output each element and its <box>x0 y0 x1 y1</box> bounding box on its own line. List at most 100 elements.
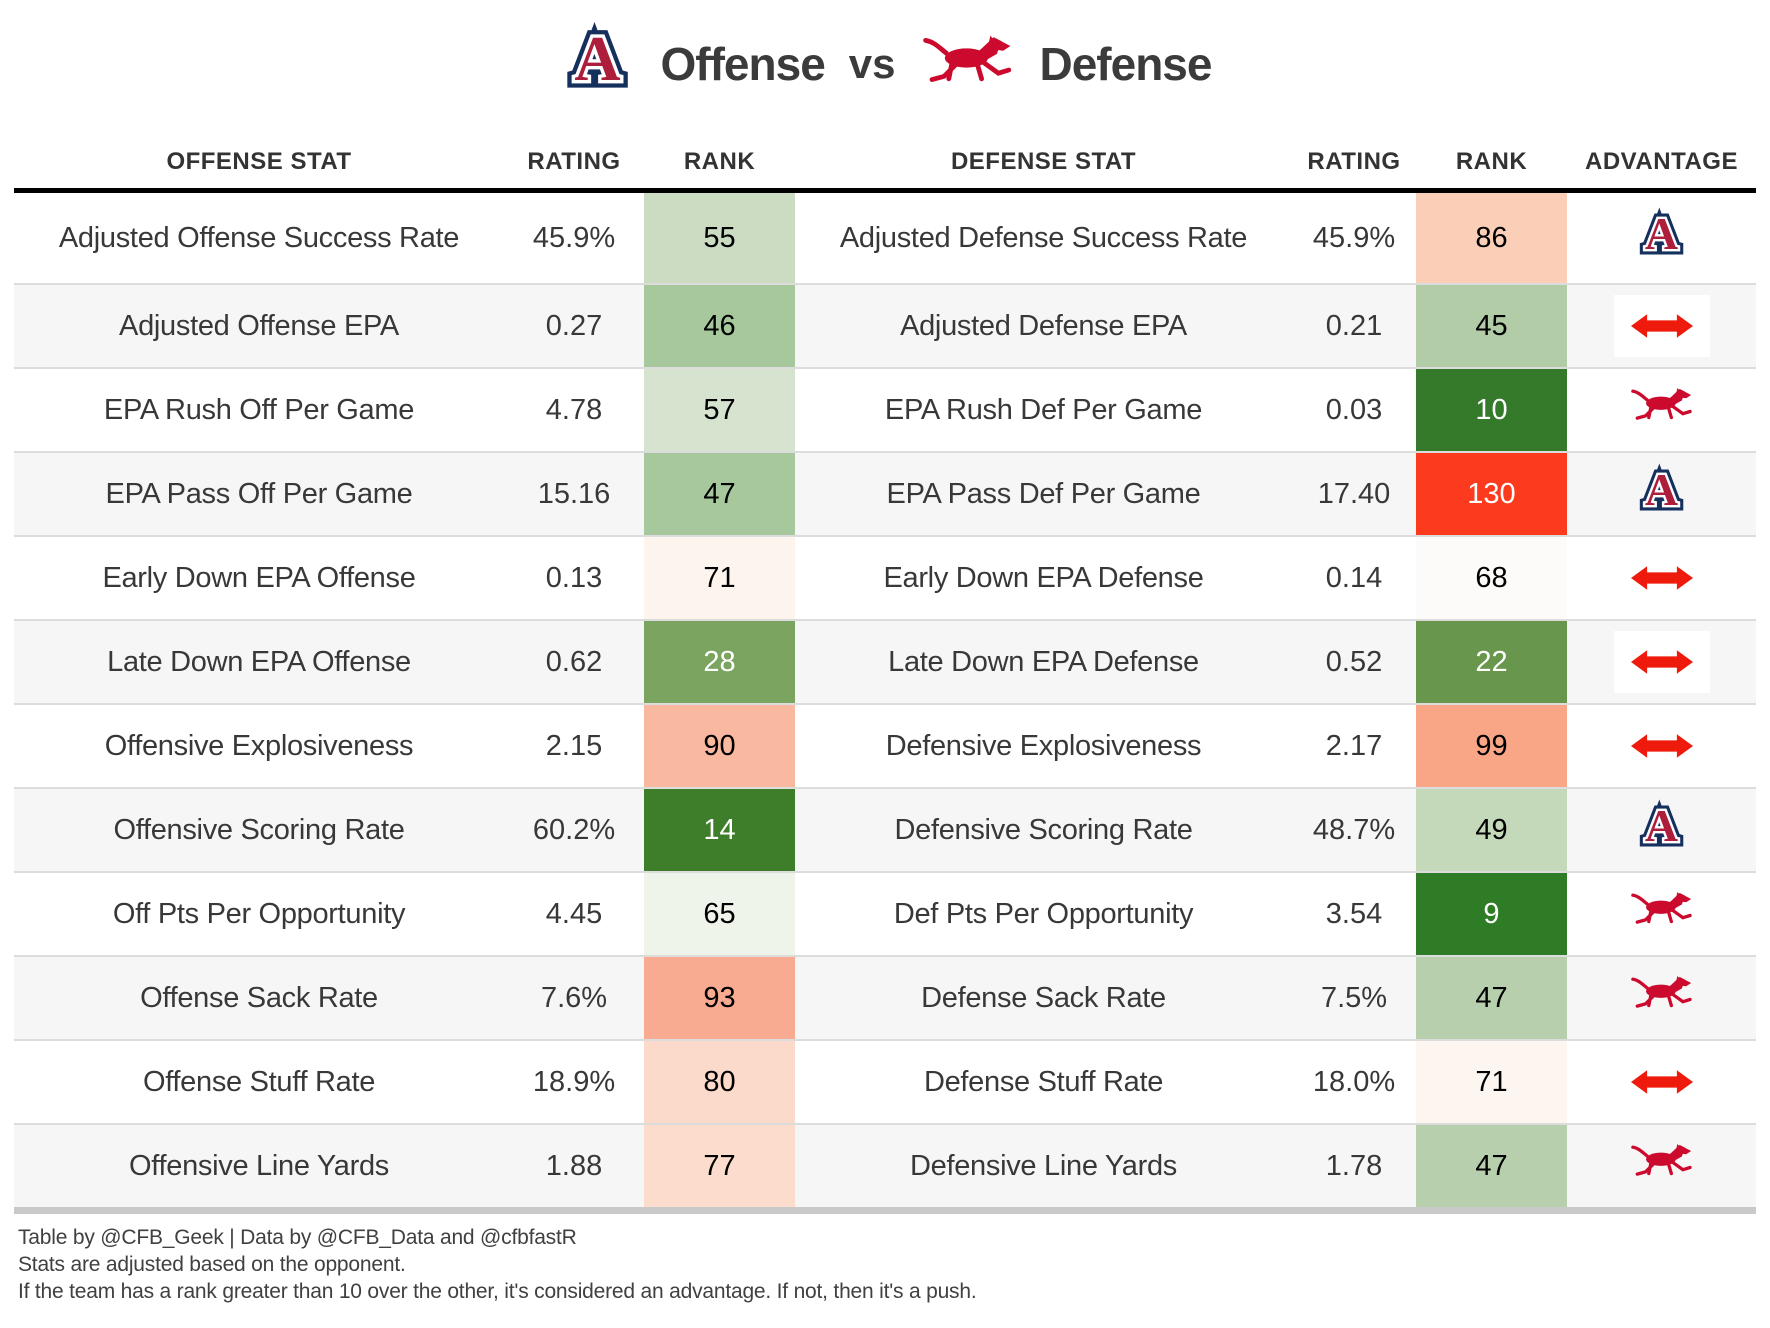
defense-rating-cell: 1.78 <box>1292 1125 1416 1207</box>
defense-rating-cell-text: 3.54 <box>1325 897 1383 930</box>
advantage-cell <box>1567 1041 1756 1123</box>
column-header-defense-stat: DEFENSE STAT <box>950 148 1137 175</box>
offense-rating-cell: 0.13 <box>504 537 644 619</box>
defense-rating-cell-text: 1.78 <box>1325 1149 1383 1182</box>
arizona-logo: A A A <box>1639 458 1683 520</box>
offense-rank-cell: 55 <box>644 193 795 283</box>
defense-rating-cell-text: 0.21 <box>1325 309 1383 342</box>
defense-stat-cell: Adjusted Defense EPA <box>795 285 1292 367</box>
offense-stat-cell: Early Down EPA Offense <box>14 537 504 619</box>
footer-notes: Table by @CFB_Geek | Data by @CFB_Data a… <box>18 1224 1770 1305</box>
title-defense-label: Defense <box>1039 38 1213 90</box>
defense-stat-cell-text: Defensive Explosiveness <box>885 729 1202 762</box>
offense-stat-cell-text: Offensive Line Yards <box>129 1149 389 1182</box>
advantage-cell <box>1567 285 1756 367</box>
offense-stat-cell-text: EPA Pass Off Per Game <box>105 477 413 510</box>
push-arrow-chip <box>1613 715 1710 777</box>
offense-stat-cell: Offense Stuff Rate <box>14 1041 504 1123</box>
defense-rating-cell: 0.14 <box>1292 537 1416 619</box>
advantage-cell <box>1567 1125 1756 1207</box>
offense-rating-cell-text: 1.88 <box>545 1149 603 1182</box>
defense-rank-cell: 9 <box>1416 873 1567 955</box>
defense-rank-cell-text: 22 <box>1475 645 1508 678</box>
defense-stat-cell: Defense Stuff Rate <box>795 1041 1292 1123</box>
defense-rank-cell: 45 <box>1416 285 1567 367</box>
offense-stat-cell-text: Adjusted Offense Success Rate <box>58 221 460 254</box>
defense-rating-cell-text: 18.0% <box>1312 1065 1396 1098</box>
offense-stat-cell: Off Pts Per Opportunity <box>14 873 504 955</box>
defense-rank-cell: 71 <box>1416 1041 1567 1123</box>
defense-stat-cell-text: Early Down EPA Defense <box>883 561 1204 594</box>
offense-rating-cell: 18.9% <box>504 1041 644 1123</box>
table-header-row: OFFENSE STAT RATING RANK DEFENSE STAT RA… <box>14 112 1756 188</box>
offense-rank-cell-text: 93 <box>703 981 736 1014</box>
offense-rating-cell-text: 0.62 <box>545 645 603 678</box>
arizona-logo: A A A <box>1639 202 1683 264</box>
table-row: EPA Pass Off Per Game 15.16 47 EPA Pass Def… <box>14 451 1756 535</box>
arizona-logo: A A A <box>1639 794 1683 856</box>
table-row: Offense Sack Rate 7.6% 93 Defense Sack Rate… <box>14 955 1756 1039</box>
defense-rank-cell: 10 <box>1416 369 1567 451</box>
defense-stat-cell-text: Adjusted Defense Success Rate <box>839 221 1248 254</box>
offense-rating-cell-text: 0.13 <box>545 561 603 594</box>
defense-rating-cell: 0.03 <box>1292 369 1416 451</box>
offense-stat-cell-text: Offense Stuff Rate <box>142 1065 376 1098</box>
defense-rating-cell-text: 0.14 <box>1325 561 1383 594</box>
offense-rank-cell: 93 <box>644 957 795 1039</box>
column-header-advantage: ADVANTAGE <box>1585 148 1738 175</box>
column-header-offense-stat: OFFENSE STAT <box>166 148 352 175</box>
offense-rank-cell: 14 <box>644 789 795 871</box>
advantage-cell: A A A <box>1567 789 1756 871</box>
defense-stat-cell: Early Down EPA Defense <box>795 537 1292 619</box>
defense-rank-cell-text: 71 <box>1475 1065 1508 1098</box>
table-row: Adjusted Offense Success Rate 45.9% 55 Adju… <box>14 193 1756 283</box>
defense-rank-cell: 99 <box>1416 705 1567 787</box>
offense-rank-cell-text: 55 <box>703 221 736 254</box>
offense-rank-cell-text: 77 <box>703 1149 736 1182</box>
table-body: Adjusted Offense Success Rate 45.9% 55 Adju… <box>14 188 1756 1214</box>
offense-rank-cell-text: 90 <box>703 729 736 762</box>
page-title: A A A Offense vs Defense <box>0 15 1770 112</box>
offense-stat-cell-text: Adjusted Offense EPA <box>119 309 399 342</box>
defense-stat-cell: EPA Rush Def Per Game <box>795 369 1292 451</box>
defense-rank-cell: 68 <box>1416 537 1567 619</box>
defense-rank-cell: 49 <box>1416 789 1567 871</box>
table-row: Offensive Scoring Rate 60.2% 14 Defensive S… <box>14 787 1756 871</box>
offense-rank-cell: 46 <box>644 285 795 367</box>
offense-rating-cell-text: 45.9% <box>532 221 616 254</box>
offense-rating-cell: 45.9% <box>504 193 644 283</box>
defense-stat-cell: Def Pts Per Opportunity <box>795 873 1292 955</box>
defense-rank-cell-text: 49 <box>1475 813 1508 846</box>
offense-rank-cell-text: 71 <box>703 561 736 594</box>
push-arrow-icon <box>1630 650 1693 674</box>
offense-stat-cell-text: Offense Sack Rate <box>140 981 378 1014</box>
offense-rating-cell-text: 2.15 <box>545 729 603 762</box>
offense-rank-cell-text: 65 <box>703 897 736 930</box>
offense-rank-cell: 57 <box>644 369 795 451</box>
offense-stat-cell: Offensive Scoring Rate <box>14 789 504 871</box>
defense-stat-cell-text: Adjusted Defense EPA <box>900 309 1187 342</box>
offense-rank-cell: 28 <box>644 621 795 703</box>
title-offense-label: Offense <box>660 38 826 90</box>
offense-rank-cell: 71 <box>644 537 795 619</box>
offense-rank-cell-text: 14 <box>703 813 736 846</box>
defense-rating-cell-text: 0.52 <box>1325 645 1383 678</box>
offense-stat-cell: Late Down EPA Offense <box>14 621 504 703</box>
offense-rating-cell: 60.2% <box>504 789 644 871</box>
defense-rating-cell-text: 48.7% <box>1312 813 1396 846</box>
smu-mustang-logo <box>1629 973 1695 1023</box>
table-row: Offensive Line Yards 1.88 77 Defensive Line… <box>14 1123 1756 1207</box>
offense-stat-cell: Adjusted Offense Success Rate <box>14 193 504 283</box>
table-row: Offensive Explosiveness 2.15 90 Defensive E… <box>14 703 1756 787</box>
offense-rating-cell: 2.15 <box>504 705 644 787</box>
advantage-cell <box>1567 537 1756 619</box>
smu-mustang-logo <box>1629 1141 1695 1191</box>
defense-stat-cell-text: Defensive Scoring Rate <box>894 813 1193 846</box>
defense-rank-cell: 86 <box>1416 193 1567 283</box>
mustang-icon <box>922 35 1011 82</box>
offense-rank-cell-text: 80 <box>703 1065 736 1098</box>
mustang-icon <box>1630 891 1692 924</box>
defense-stat-cell: Late Down EPA Defense <box>795 621 1292 703</box>
defense-rating-cell: 0.52 <box>1292 621 1416 703</box>
defense-rating-cell: 3.54 <box>1292 873 1416 955</box>
